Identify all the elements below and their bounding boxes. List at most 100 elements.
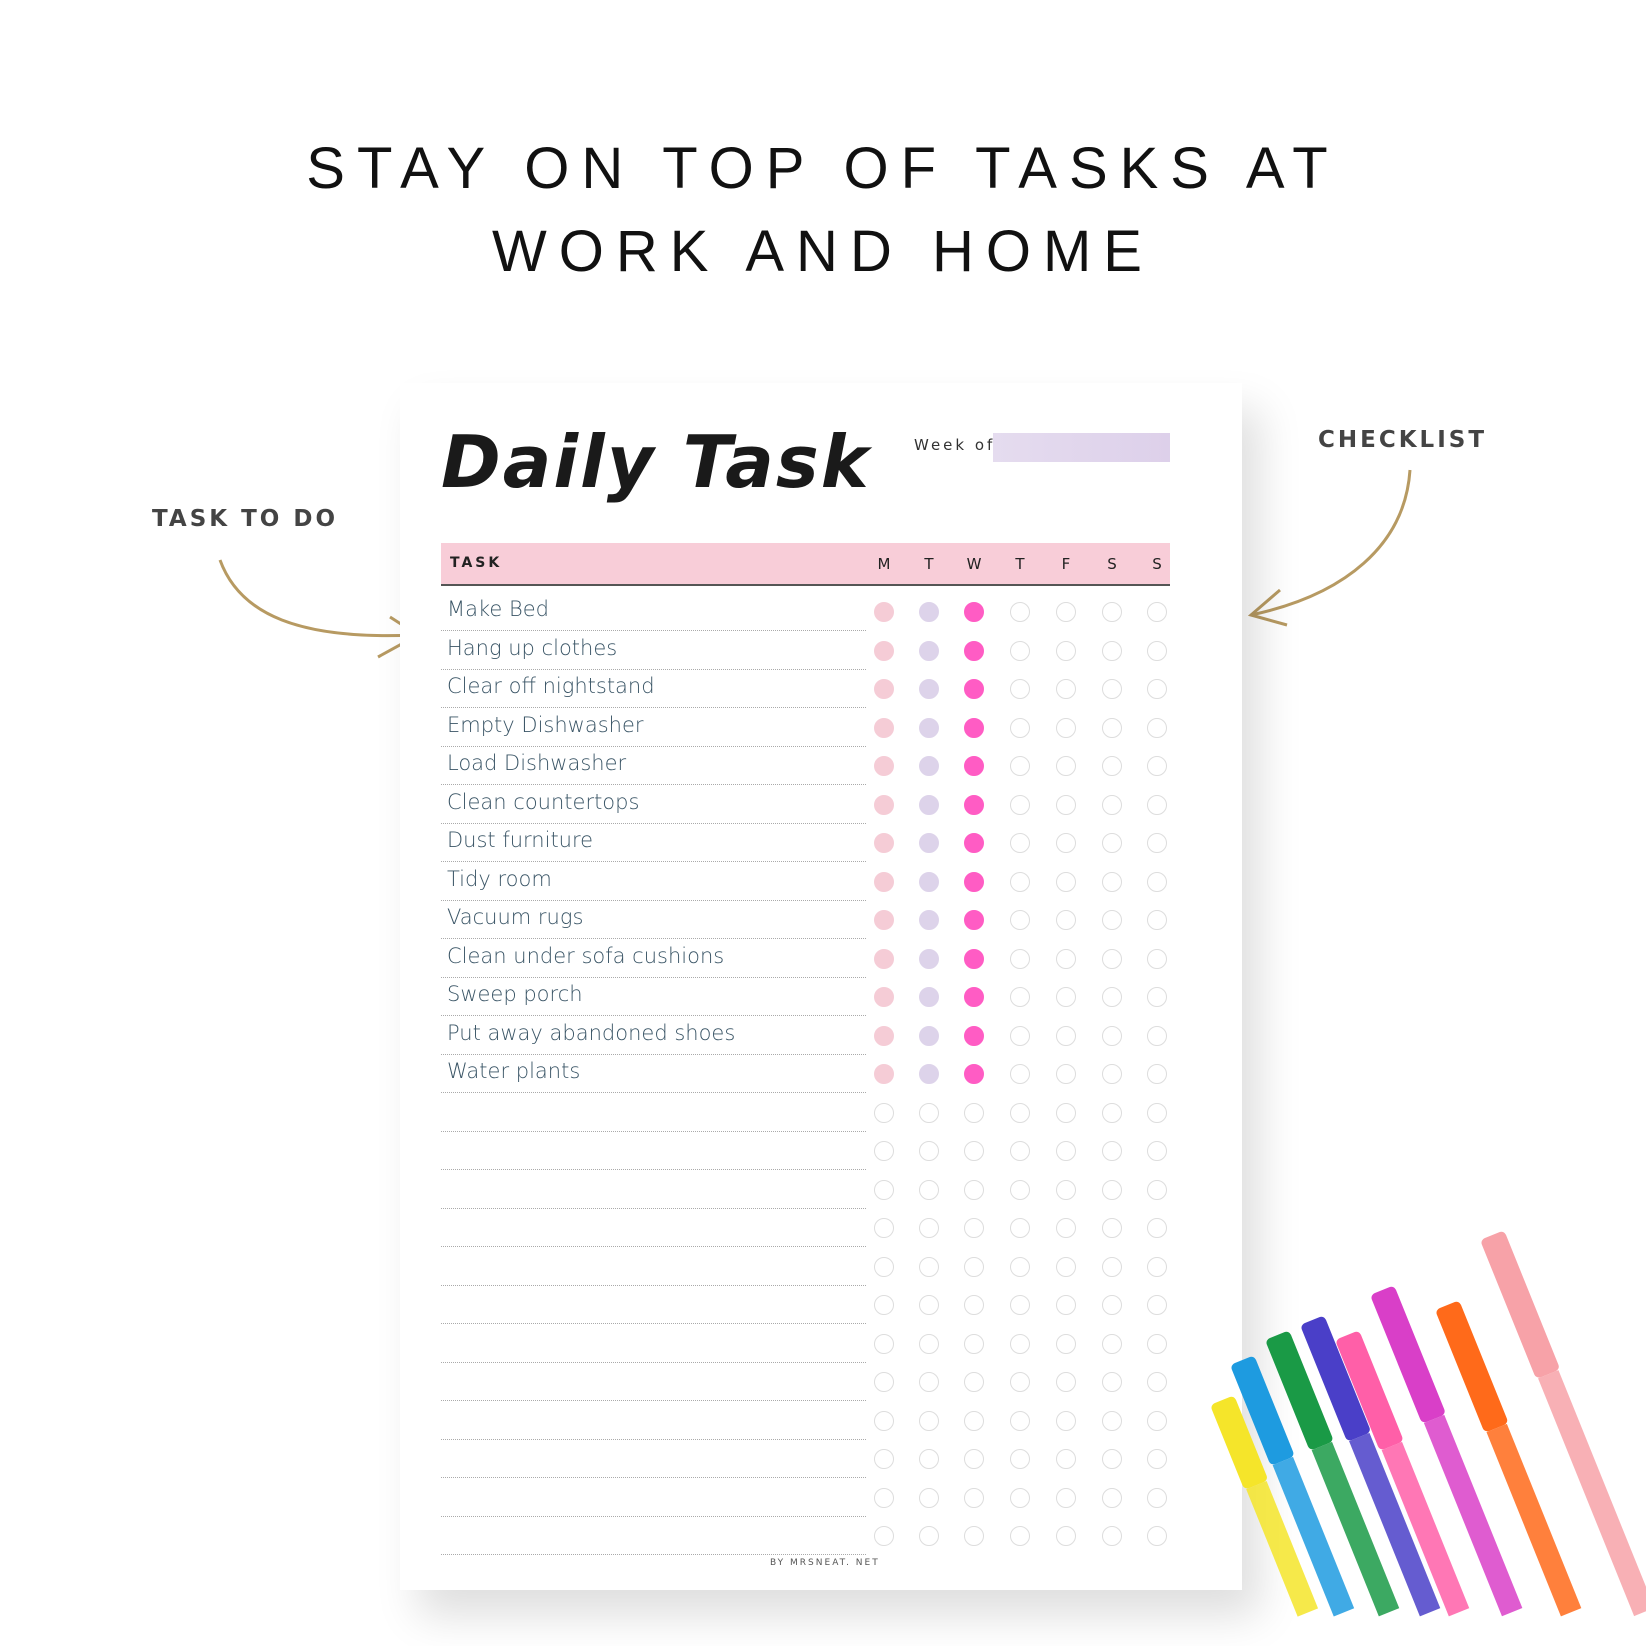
checkbox-empty[interactable] <box>1102 1141 1122 1161</box>
checkbox-empty[interactable] <box>919 1449 939 1469</box>
checkbox-empty[interactable] <box>964 1449 984 1469</box>
checkbox-checked[interactable] <box>964 910 984 930</box>
checkbox-empty[interactable] <box>1056 794 1076 815</box>
week-of-field[interactable] <box>993 433 1170 462</box>
checkbox-checked[interactable] <box>919 833 939 853</box>
task-label[interactable]: Clear off nightstand <box>447 674 655 698</box>
checkbox-empty[interactable] <box>1010 833 1030 853</box>
checkbox-empty[interactable] <box>1010 1372 1030 1392</box>
checkbox-empty[interactable] <box>1056 1141 1076 1161</box>
checkbox-empty[interactable] <box>1056 1064 1076 1084</box>
checkbox-empty[interactable] <box>1102 1372 1122 1392</box>
checkbox-empty[interactable] <box>964 1218 984 1238</box>
checkbox-empty[interactable] <box>919 1102 939 1123</box>
checkbox-empty[interactable] <box>1147 1526 1167 1546</box>
checkbox-empty[interactable] <box>1010 717 1030 738</box>
checkbox-empty[interactable] <box>1056 1256 1076 1277</box>
checkbox-empty[interactable] <box>1056 1333 1076 1354</box>
checkbox-empty[interactable] <box>919 1526 939 1546</box>
checkbox-checked[interactable] <box>964 679 984 699</box>
checkbox-empty[interactable] <box>1010 1218 1030 1238</box>
checkbox-checked[interactable] <box>919 717 939 738</box>
checkbox-empty[interactable] <box>1102 1179 1122 1200</box>
checkbox-empty[interactable] <box>1056 871 1076 892</box>
checkbox-empty[interactable] <box>1102 717 1122 738</box>
checkbox-empty[interactable] <box>1056 1449 1076 1469</box>
checkbox-empty[interactable] <box>919 1372 939 1392</box>
task-label[interactable]: Load Dishwasher <box>447 751 627 775</box>
checkbox-empty[interactable] <box>1102 1064 1122 1084</box>
checkbox-empty[interactable] <box>919 1256 939 1277</box>
checkbox-empty[interactable] <box>964 1372 984 1392</box>
checkbox-empty[interactable] <box>874 1295 894 1315</box>
checkbox-empty[interactable] <box>1056 1295 1076 1315</box>
checkbox-empty[interactable] <box>1102 679 1122 699</box>
checkbox-empty[interactable] <box>1010 756 1030 776</box>
checkbox-empty[interactable] <box>1102 948 1122 969</box>
checkbox-empty[interactable] <box>919 1333 939 1354</box>
task-label[interactable]: Tidy room <box>447 866 552 891</box>
checkbox-empty[interactable] <box>1147 833 1167 853</box>
checkbox-empty[interactable] <box>1010 679 1030 699</box>
checkbox-checked[interactable] <box>919 640 939 661</box>
checkbox-empty[interactable] <box>964 1141 984 1161</box>
checkbox-empty[interactable] <box>1102 987 1122 1007</box>
checkbox-empty[interactable] <box>874 1410 894 1431</box>
checkbox-checked[interactable] <box>874 871 894 892</box>
checkbox-empty[interactable] <box>1147 871 1167 892</box>
task-label[interactable]: Vacuum rugs <box>447 905 584 929</box>
checkbox-empty[interactable] <box>964 1487 984 1508</box>
checkbox-empty[interactable] <box>1056 910 1076 930</box>
checkbox-empty[interactable] <box>1010 987 1030 1007</box>
checkbox-empty[interactable] <box>1010 948 1030 969</box>
task-label[interactable]: Put away abandoned shoes <box>447 1020 736 1045</box>
checkbox-checked[interactable] <box>919 871 939 892</box>
checkbox-empty[interactable] <box>1056 1410 1076 1431</box>
checkbox-empty[interactable] <box>1056 1025 1076 1046</box>
checkbox-empty[interactable] <box>1056 1179 1076 1200</box>
checkbox-empty[interactable] <box>1010 871 1030 892</box>
checkbox-checked[interactable] <box>964 871 984 892</box>
checkbox-empty[interactable] <box>1056 717 1076 738</box>
checkbox-empty[interactable] <box>1102 871 1122 892</box>
checkbox-checked[interactable] <box>919 1025 939 1046</box>
checkbox-checked[interactable] <box>964 1064 984 1084</box>
checkbox-empty[interactable] <box>1147 1064 1167 1084</box>
checkbox-empty[interactable] <box>1102 1295 1122 1315</box>
task-label[interactable]: Hang up clothes <box>447 635 618 660</box>
checkbox-empty[interactable] <box>874 1102 894 1123</box>
checkbox-checked[interactable] <box>964 833 984 853</box>
checkbox-empty[interactable] <box>1010 1256 1030 1277</box>
checkbox-checked[interactable] <box>874 679 894 699</box>
checkbox-empty[interactable] <box>1102 1333 1122 1354</box>
checkbox-empty[interactable] <box>1102 640 1122 661</box>
task-label[interactable]: Clean countertops <box>447 789 640 814</box>
checkbox-empty[interactable] <box>964 1333 984 1354</box>
checkbox-empty[interactable] <box>1056 948 1076 969</box>
checkbox-empty[interactable] <box>964 1526 984 1546</box>
checkbox-empty[interactable] <box>1102 1218 1122 1238</box>
checkbox-empty[interactable] <box>1147 1102 1167 1123</box>
checkbox-empty[interactable] <box>874 1526 894 1546</box>
checkbox-empty[interactable] <box>1056 1372 1076 1392</box>
checkbox-checked[interactable] <box>964 794 984 815</box>
checkbox-empty[interactable] <box>964 1410 984 1431</box>
checkbox-empty[interactable] <box>874 1372 894 1392</box>
checkbox-empty[interactable] <box>1147 717 1167 738</box>
task-label[interactable]: Empty Dishwasher <box>447 712 644 737</box>
checkbox-empty[interactable] <box>964 1295 984 1315</box>
checkbox-empty[interactable] <box>1010 1179 1030 1200</box>
checkbox-empty[interactable] <box>1102 833 1122 853</box>
checkbox-empty[interactable] <box>964 1102 984 1123</box>
checkbox-empty[interactable] <box>1056 1526 1076 1546</box>
checkbox-empty[interactable] <box>1102 602 1122 622</box>
checkbox-checked[interactable] <box>964 1025 984 1046</box>
checkbox-checked[interactable] <box>874 717 894 738</box>
checkbox-empty[interactable] <box>874 1179 894 1200</box>
checkbox-empty[interactable] <box>1102 1256 1122 1277</box>
checkbox-empty[interactable] <box>1147 987 1167 1007</box>
checkbox-checked[interactable] <box>964 717 984 738</box>
checkbox-empty[interactable] <box>1010 910 1030 930</box>
checkbox-empty[interactable] <box>1147 1218 1167 1238</box>
checkbox-empty[interactable] <box>1010 1295 1030 1315</box>
